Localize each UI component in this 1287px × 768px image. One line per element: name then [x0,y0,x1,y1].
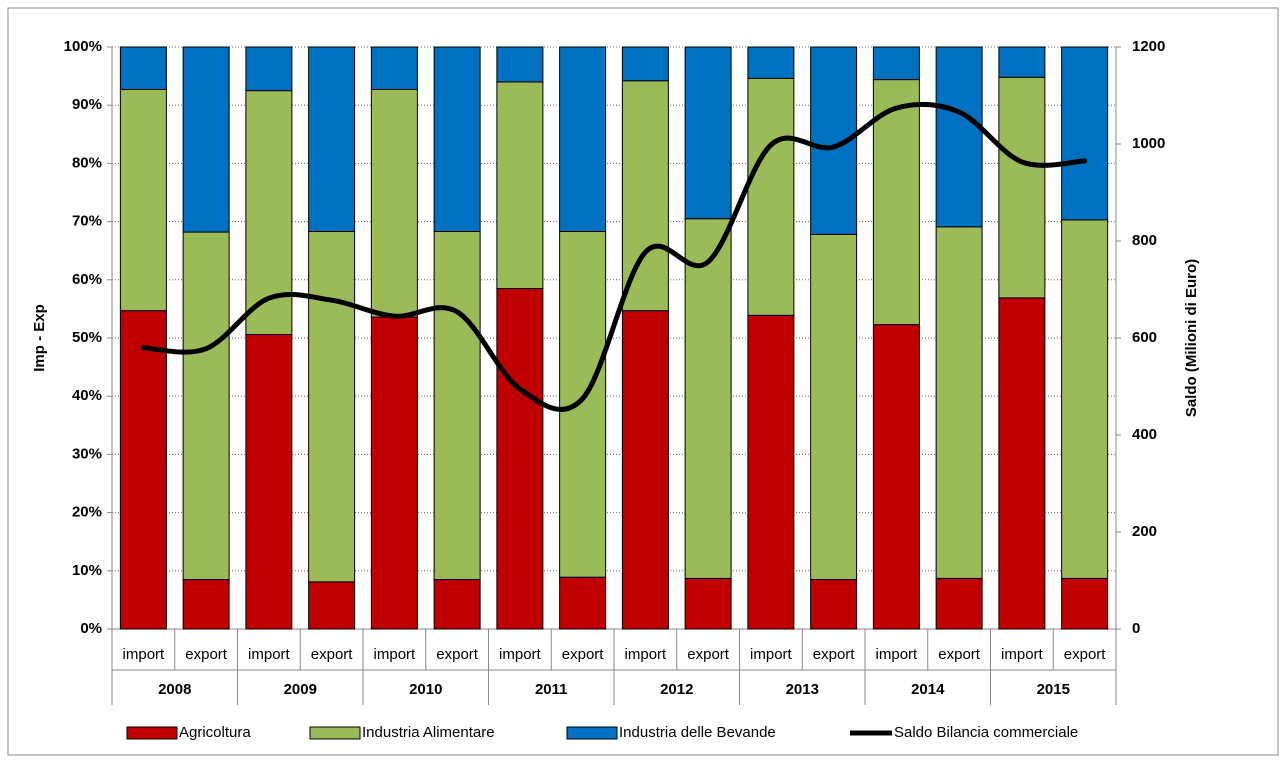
bar [559,230,607,578]
y2-tick-label: 800 [1132,232,1157,249]
bar [559,576,607,630]
x-tick-label: export [1064,646,1107,663]
bar [621,46,669,82]
bar [559,46,607,232]
bar [935,226,983,579]
bar [370,88,418,318]
legend-label: Industria delle Bevande [619,724,776,741]
bar [496,288,544,630]
group-label: 2010 [409,681,442,698]
bar [496,46,544,83]
x-tick-label: export [185,646,228,663]
bar [810,579,858,630]
x-tick-label: export [436,646,479,663]
bar [872,324,920,630]
bar [747,314,795,630]
x-tick-label: import [750,646,793,663]
legend-swatch [309,726,361,740]
y2-tick-label: 0 [1132,620,1140,637]
bar [684,46,732,220]
bar [747,77,795,316]
y-tick-label: 80% [72,154,102,171]
bar [621,80,669,312]
bar [370,316,418,630]
group-label: 2012 [660,681,693,698]
group-label: 2013 [786,681,819,698]
y2-tick-label: 400 [1132,426,1157,443]
bar [308,46,356,232]
bar [872,79,920,326]
bar [433,230,481,581]
bar [998,297,1046,630]
legend-swatch [566,726,618,740]
bar [433,46,481,232]
group-label: 2008 [158,681,191,698]
bar [245,334,293,630]
group-label: 2011 [535,681,568,698]
legend-label: Industria Alimentare [362,724,495,741]
y2-tick-label: 1200 [1132,38,1165,55]
bar [747,46,795,79]
bar [433,579,481,630]
x-tick-label: import [625,646,668,663]
bar [684,218,732,579]
bar [182,46,230,233]
bar [810,233,858,581]
group-label: 2014 [911,681,945,698]
x-tick-label: import [876,646,919,663]
y2-tick-label: 600 [1132,329,1157,346]
bar [370,46,418,90]
y-tick-label: 20% [72,504,102,521]
x-tick-label: export [938,646,981,663]
bar [308,230,356,583]
line [140,101,1088,412]
x-tick-label: import [1001,646,1044,663]
x-tick-label: import [374,646,417,663]
y-tick-label: 40% [72,387,102,404]
bar [998,76,1046,299]
bar [308,581,356,630]
y-tick-label: 100% [64,38,102,55]
x-tick-label: export [813,646,856,663]
bar [245,46,293,92]
y-tick-label: 60% [72,271,102,288]
y-tick-label: 0% [80,620,102,637]
y-tick-label: 90% [72,96,102,113]
x-tick-label: import [123,646,166,663]
y-tick-label: 10% [72,562,102,579]
bar [1061,577,1109,630]
y2-tick-label: 200 [1132,523,1157,540]
x-tick-label: export [687,646,730,663]
bar [1061,219,1109,579]
y-axis-label: Imp - Exp [31,304,48,372]
bar [935,577,983,630]
group-label: 2015 [1037,681,1070,698]
x-tick-label: import [499,646,542,663]
bar [1061,46,1109,221]
bar [182,579,230,630]
group-label: 2009 [284,681,317,698]
y-tick-label: 70% [72,213,102,230]
y2-axis-label: Saldo (Milioni di Euro) [1183,259,1200,417]
x-tick-label: export [562,646,605,663]
y-tick-label: 50% [72,329,102,346]
bar [872,46,920,81]
bar [182,231,230,581]
legend-label: Saldo Bilancia commerciale [894,724,1078,741]
legend-label: Agricoltura [179,724,251,741]
x-tick-label: import [248,646,291,663]
legend-swatch [126,726,178,740]
bar [119,310,167,630]
bar [119,46,167,90]
bar [684,577,732,630]
bar [998,46,1046,78]
bar [935,46,983,228]
y-tick-label: 30% [72,445,102,462]
bar [496,81,544,290]
bar [621,310,669,630]
y2-tick-label: 1000 [1132,135,1165,152]
bar [119,88,167,312]
x-tick-label: export [311,646,354,663]
